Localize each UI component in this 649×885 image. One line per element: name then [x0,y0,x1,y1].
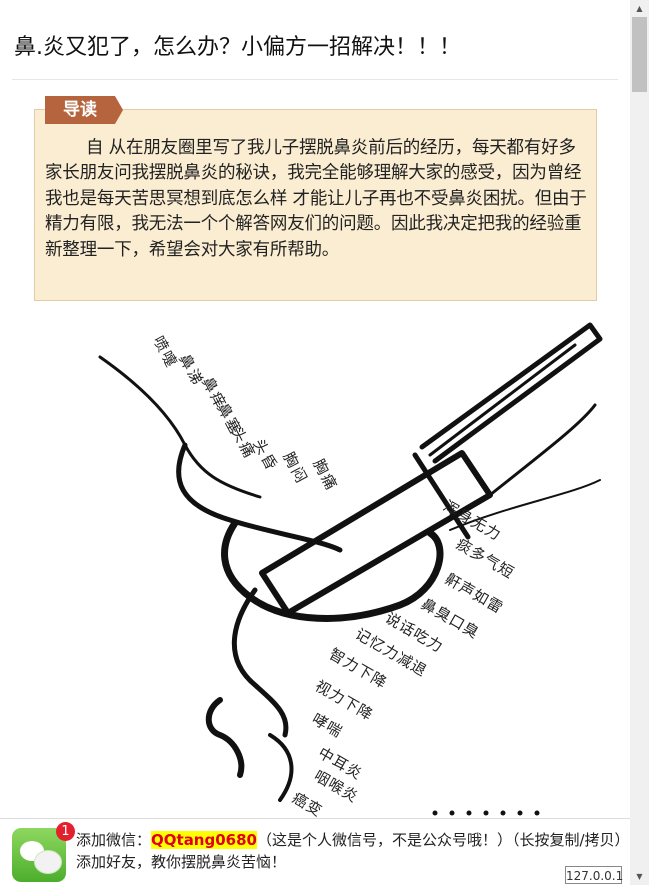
intro-tag: 导读 [45,96,123,124]
vertical-scrollbar[interactable]: ▲ ▼ [630,0,649,885]
nose-drawing [98,322,603,816]
wechat-promo-text: 添加微信：QQtang0680（这是个人微信号，不是公众号哦！）（长按复制/拷贝… [76,829,624,873]
wechat-bubble-small [34,850,62,874]
nose-illustration: 喷嚏 鼻涕 鼻痒 鼻塞 头痛 头昏 胸闷 胸痛 浑身无力 痰多气短 鼾声如雷 鼻… [70,305,610,825]
intro-text: 自 从在朋友圈里写了我儿子摆脱鼻炎前后的经历，每天都有好多家长朋友问我摆脱鼻炎的… [45,138,587,260]
wechat-icon[interactable]: 1 [12,822,75,882]
article-page: 鼻.炎又犯了，怎么办？小偏方一招解决！！！ 导读 自 从在朋友圈里写了我儿子摆脱… [0,35,630,885]
wechat-promo-bar[interactable]: 1 添加微信：QQtang0680（这是个人微信号，不是公众号哦！）（长按复制/… [0,818,630,885]
scroll-down-arrow-icon[interactable]: ▼ [636,872,643,881]
article-title: 鼻.炎又犯了，怎么办？小偏方一招解决！！！ [14,35,461,60]
wechat-prefix: 添加微信： [76,831,152,849]
notification-badge: 1 [56,822,75,841]
scroll-up-arrow-icon[interactable]: ▲ [636,4,643,13]
title-divider [12,79,618,80]
wechat-suffix: （这是个人微信号，不是公众号哦！）（长按复制/拷贝）添加好友，教你摆脱鼻炎苦恼！ [76,831,623,871]
intro-box: 自 从在朋友圈里写了我儿子摆脱鼻炎前后的经历，每天都有好多家长朋友问我摆脱鼻炎的… [34,109,597,301]
host-badge: 127.0.0.1 [565,866,623,884]
wechat-id[interactable]: QQtang0680 [151,831,257,849]
scroll-thumb[interactable] [632,17,647,92]
